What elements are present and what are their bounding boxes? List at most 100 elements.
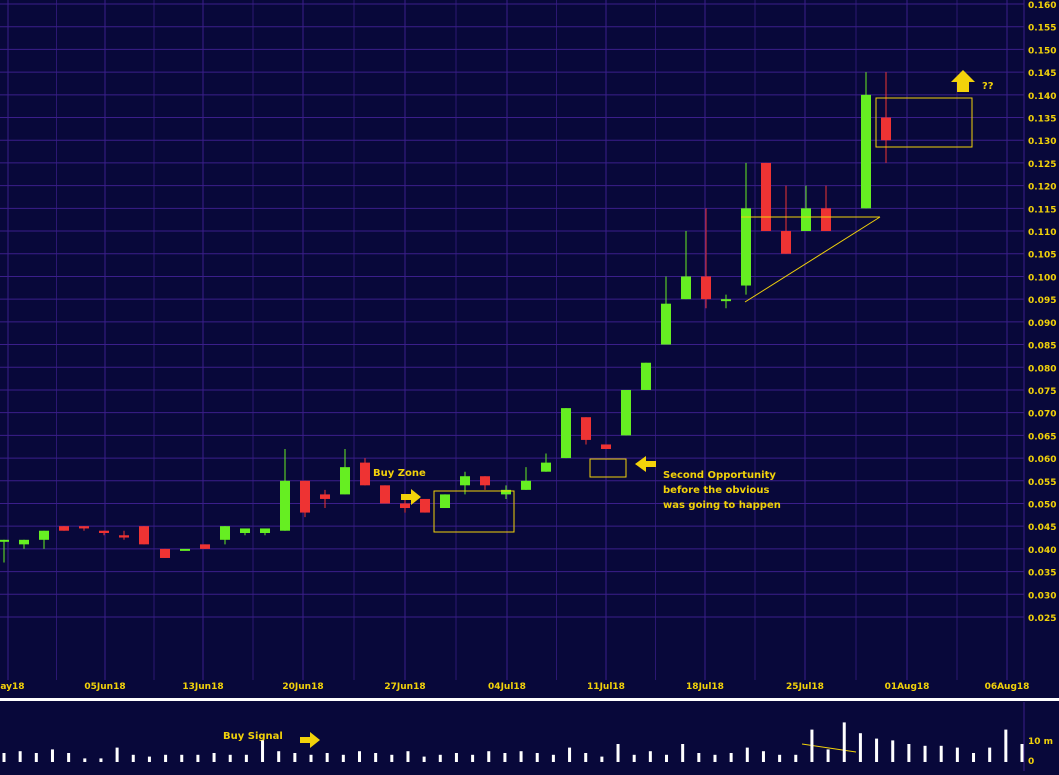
volume-bar xyxy=(729,753,733,762)
volume-bar xyxy=(665,754,669,762)
candle-body xyxy=(260,528,270,533)
y-tick-label: 0.155 xyxy=(1028,24,1056,34)
volume-bar xyxy=(50,749,54,762)
volume-bar xyxy=(875,738,879,762)
second-opportunity-line1: Second Opportunity xyxy=(663,470,776,481)
volume-bar xyxy=(826,749,830,762)
candle-body xyxy=(59,526,69,531)
candle-body xyxy=(300,480,310,513)
x-tick-label: 18Jul18 xyxy=(686,682,724,692)
volume-bar xyxy=(341,754,345,762)
volume-bar xyxy=(438,754,442,762)
y-tick-label: 0.150 xyxy=(1028,46,1056,56)
volume-panel xyxy=(2,722,1024,762)
candle-body xyxy=(501,489,511,495)
candle-body xyxy=(460,476,470,486)
candle-body xyxy=(440,494,450,509)
y-tick-label: 0.085 xyxy=(1028,342,1056,352)
x-tick-label: 04Jul18 xyxy=(488,682,526,692)
candle-body xyxy=(180,548,190,551)
x-tick-label: 05Jun18 xyxy=(84,682,125,692)
y-tick-label: 0.055 xyxy=(1028,478,1056,488)
y-tick-label: 0.025 xyxy=(1028,614,1056,624)
x-tick-label: May18 xyxy=(0,682,25,692)
volume-bar xyxy=(648,751,652,762)
x-tick-label: 06Aug18 xyxy=(985,682,1030,692)
volume-bar xyxy=(180,754,184,762)
second-opportunity-box xyxy=(589,458,627,478)
candle-body xyxy=(861,94,871,209)
volume-bar xyxy=(745,747,749,762)
volume-bar xyxy=(390,754,394,762)
panel-separator xyxy=(0,698,1059,701)
triangle-support-line xyxy=(744,216,881,303)
y-tick-label: 0.050 xyxy=(1028,500,1056,510)
volume-bar xyxy=(325,753,329,762)
volume-bar xyxy=(713,754,717,762)
volume-bar xyxy=(67,753,71,762)
x-tick-label: 01Aug18 xyxy=(885,682,930,692)
y-tick-label: 0.075 xyxy=(1028,387,1056,397)
y-tick-label: 0.045 xyxy=(1028,523,1056,533)
volume-bar xyxy=(1004,729,1008,762)
volume-bar xyxy=(632,754,636,762)
candle-body xyxy=(701,276,711,300)
volume-bar xyxy=(600,756,604,762)
volume-bar xyxy=(681,744,685,762)
volume-bar xyxy=(955,747,959,762)
candle-body xyxy=(641,362,651,390)
candle-body xyxy=(661,303,671,345)
volume-bar xyxy=(939,745,943,762)
volume-bar xyxy=(842,722,846,762)
volume-bar xyxy=(923,745,927,762)
buy-signal-arrow-icon xyxy=(300,732,320,748)
volume-bar xyxy=(697,753,701,762)
buy-zone-label: Buy Zone xyxy=(373,468,426,479)
candle-body xyxy=(340,467,350,495)
volume-bar xyxy=(83,758,87,762)
y-tick-label: 0.090 xyxy=(1028,319,1056,329)
candle-body xyxy=(881,117,891,141)
candle-body xyxy=(761,162,771,232)
volume-bar xyxy=(293,753,297,762)
volume-bar xyxy=(99,758,103,762)
candle-body xyxy=(240,528,250,533)
candle-body xyxy=(601,444,611,449)
volume-bar xyxy=(422,756,426,762)
volume-bar xyxy=(2,753,6,762)
volume-bar xyxy=(907,744,911,762)
candle-body xyxy=(801,208,811,232)
volume-tick-label: 0 xyxy=(1028,757,1034,767)
volume-bar xyxy=(261,740,265,762)
volume-bar xyxy=(244,754,248,762)
candle-body xyxy=(139,526,149,545)
y-tick-label: 0.070 xyxy=(1028,410,1056,420)
volume-bar xyxy=(34,753,38,762)
y-tick-label: 0.105 xyxy=(1028,251,1056,261)
y-tick-label: 0.160 xyxy=(1028,1,1056,11)
volume-bar xyxy=(18,751,22,762)
volume-bar xyxy=(454,753,458,762)
candle-body xyxy=(621,389,631,436)
x-tick-label: 27Jun18 xyxy=(384,682,425,692)
candle-body xyxy=(39,530,49,540)
volume-bar xyxy=(891,740,895,762)
volume-bar xyxy=(551,754,555,762)
volume-bar xyxy=(131,754,135,762)
candle-body xyxy=(581,417,591,440)
candle-body xyxy=(821,208,831,232)
x-tick-label: 20Jun18 xyxy=(282,682,323,692)
volume-bar xyxy=(471,754,475,762)
y-tick-label: 0.110 xyxy=(1028,228,1056,238)
y-tick-label: 0.100 xyxy=(1028,273,1056,283)
x-tick-label: 13Jun18 xyxy=(182,682,223,692)
volume-axis: 10 m 0 xyxy=(1023,702,1053,771)
candle-body xyxy=(400,503,410,509)
candle-body xyxy=(320,494,330,499)
volume-bar xyxy=(228,754,232,762)
arrow-up-icon xyxy=(951,70,975,92)
volume-bar xyxy=(616,744,620,762)
candle-body xyxy=(119,535,129,538)
